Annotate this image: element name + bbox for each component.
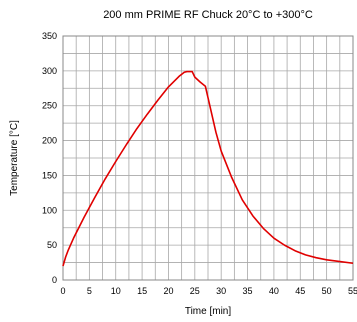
series-group <box>62 70 354 267</box>
y-tick-label: 250 <box>42 101 57 111</box>
plot-area <box>62 35 354 281</box>
grid-lines <box>62 35 354 281</box>
y-axis-label: Temperature [°C] <box>9 120 20 196</box>
x-tick-label: 0 <box>60 286 65 296</box>
x-tick-label: 40 <box>269 286 279 296</box>
x-tick-label: 35 <box>243 286 253 296</box>
x-tick-label: 20 <box>163 286 173 296</box>
y-axis-ticks: 0 50 100 150 200 250 300 350 <box>42 31 57 285</box>
y-tick-label: 0 <box>52 275 57 285</box>
y-tick-label: 50 <box>47 240 57 250</box>
x-tick-label: 30 <box>216 286 226 296</box>
x-tick-label: 45 <box>295 286 305 296</box>
y-tick-label: 200 <box>42 136 57 146</box>
x-tick-label: 15 <box>137 286 147 296</box>
x-axis-ticks: 0 5 10 15 20 25 30 35 40 45 50 55 <box>60 286 357 296</box>
x-tick-label: 25 <box>190 286 200 296</box>
series-line-temperature <box>62 70 354 267</box>
y-tick-label: 150 <box>42 170 57 180</box>
y-tick-label: 350 <box>42 31 57 41</box>
x-tick-label: 5 <box>87 286 92 296</box>
x-tick-label: 50 <box>322 286 332 296</box>
x-axis-label: Time [min] <box>185 306 232 317</box>
x-tick-label: 55 <box>348 286 357 296</box>
chart-title: 200 mm PRIME RF Chuck 20°C to +300°C <box>103 9 313 21</box>
y-tick-label: 100 <box>42 205 57 215</box>
x-tick-label: 10 <box>111 286 121 296</box>
y-tick-label: 300 <box>42 66 57 76</box>
